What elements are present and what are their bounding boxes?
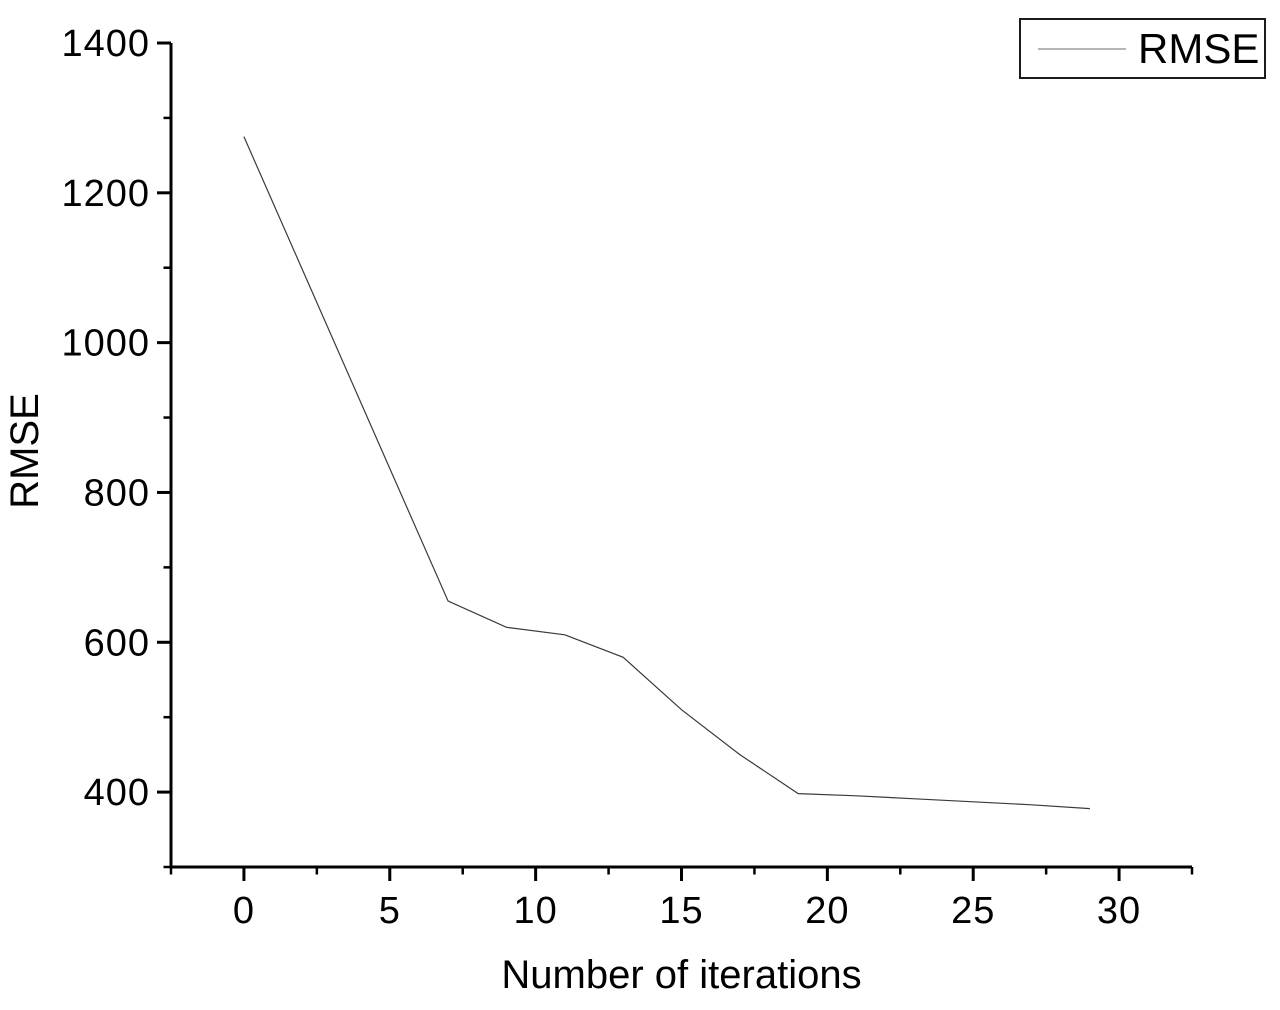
rmse-line — [243, 136, 1090, 810]
y-tick-label: 1000 — [61, 323, 150, 365]
y-axis-title: RMSE — [3, 393, 47, 509]
y-tick-label: 400 — [84, 772, 150, 814]
legend-label: RMSE — [1138, 24, 1260, 72]
legend: RMSE — [1019, 18, 1266, 79]
y-tick-label: 600 — [84, 622, 150, 664]
y-tick-label: 1400 — [61, 23, 150, 65]
legend-line-sample — [1038, 47, 1126, 50]
y-tick-label: 800 — [84, 472, 150, 514]
x-tick-label: 0 — [233, 890, 255, 932]
x-tick-label: 15 — [659, 890, 703, 932]
x-axis-title: Number of iterations — [501, 953, 861, 997]
y-tick-label: 1200 — [61, 173, 150, 215]
x-tick-label: 20 — [805, 890, 849, 932]
x-tick-label: 30 — [1097, 890, 1141, 932]
x-tick-label: 25 — [951, 890, 995, 932]
x-tick-label: 10 — [514, 890, 558, 932]
x-tick-label: 5 — [379, 890, 401, 932]
